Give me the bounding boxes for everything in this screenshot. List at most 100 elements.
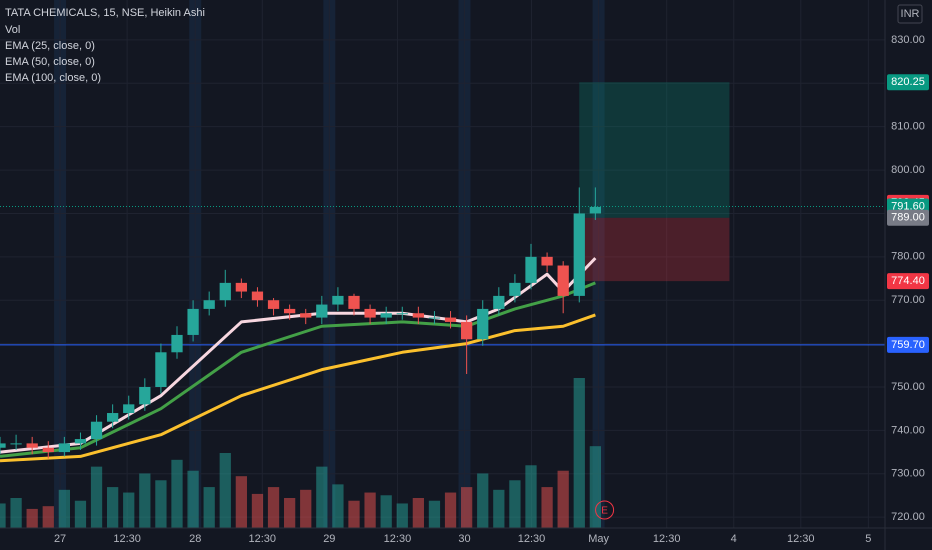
x-tick-label: 12:30: [113, 533, 141, 545]
candle-body: [348, 295, 360, 309]
currency[interactable]: INR: [901, 8, 920, 20]
price-label: 789.00: [891, 212, 925, 224]
x-tick-label: 12:30: [787, 533, 815, 545]
candle-body: [396, 313, 408, 315]
volume-bar: [107, 487, 119, 528]
volume-bar: [26, 508, 38, 528]
candle-body: [477, 308, 489, 340]
profit-zone[interactable]: [579, 82, 730, 218]
x-tick-label: 28: [189, 533, 201, 545]
price-label-box: [887, 336, 929, 353]
volume-bar: [90, 466, 103, 528]
volume-bar: [123, 492, 135, 528]
y-tick-label: 740.00: [891, 424, 925, 436]
candle-body: [284, 308, 296, 314]
earnings-marker[interactable]: E: [601, 506, 608, 517]
x-tick-label: 12:30: [384, 533, 412, 545]
volume-bar: [42, 506, 54, 528]
volume-bar: [428, 500, 441, 528]
candle-body: [412, 313, 424, 318]
indicator[interactable]: EMA (25, close, 0): [5, 40, 95, 52]
candle-body: [187, 308, 199, 335]
volume-bar: [332, 484, 344, 528]
x-tick-label: May: [588, 533, 609, 545]
candle-body: [203, 300, 215, 309]
volume-bar: [10, 498, 22, 528]
ema-line: [0, 313, 596, 463]
price-label-box: [887, 273, 929, 290]
x-tick-label: 12:30: [653, 533, 681, 545]
volume-bar: [316, 466, 328, 528]
y-tick-label: 780.00: [891, 251, 925, 263]
candle-body: [557, 265, 569, 296]
indicator[interactable]: EMA (50, close, 0): [5, 56, 95, 68]
volume-bar: [251, 493, 264, 528]
volume-bar: [235, 476, 247, 528]
x-tick-label: 29: [323, 533, 335, 545]
y-tick-label: 830.00: [891, 34, 925, 46]
ema-line: [0, 281, 596, 458]
volume-bar: [461, 487, 473, 528]
y-tick-label: 800.00: [891, 164, 925, 176]
price-label-box: [887, 74, 929, 91]
volume-bar: [139, 473, 151, 528]
candle-body: [155, 352, 167, 387]
volume-bar: [396, 503, 408, 528]
candle-body: [171, 334, 183, 353]
candle-body: [525, 256, 537, 283]
y-tick-label: 750.00: [891, 381, 925, 393]
volume-bar: [525, 465, 537, 528]
axes: 720.00730.00740.00750.00760.00770.00780.…: [54, 34, 929, 545]
volume-bar: [219, 453, 231, 528]
volume-bar: [284, 498, 296, 528]
volume-bar: [0, 503, 6, 528]
x-tick-label: 5: [865, 533, 871, 545]
candle-body: [58, 443, 70, 453]
candle-body: [90, 421, 103, 440]
volume-bar: [493, 489, 505, 528]
candle-body: [267, 300, 280, 309]
loss-zone[interactable]: [579, 217, 730, 282]
candle-body: [541, 256, 553, 266]
candle-body: [428, 317, 441, 319]
volume-bar: [509, 480, 521, 528]
candle-body: [74, 439, 87, 444]
volume-bar: [589, 446, 601, 528]
legend: TATA CHEMICALS, 15, NSE, Heikin Ashi Vol…: [5, 7, 205, 84]
candle-body: [364, 308, 376, 318]
price-label: 820.25: [891, 76, 925, 88]
y-tick-label: 730.00: [891, 468, 925, 480]
x-tick-label: 12:30: [249, 533, 277, 545]
candle-body: [461, 321, 473, 340]
candle-body: [444, 317, 457, 322]
y-tick-label: 810.00: [891, 121, 925, 133]
candle-body: [509, 282, 521, 296]
candle-body: [219, 282, 231, 301]
candle-body: [493, 295, 505, 309]
currency-box[interactable]: [897, 4, 923, 24]
candle-body: [0, 443, 6, 448]
volume-bar: [267, 487, 280, 528]
volume-bar: [348, 500, 360, 528]
chart-title: TATA CHEMICALS, 15, NSE, Heikin Ashi: [5, 7, 205, 19]
price-label: 759.70: [891, 339, 925, 351]
x-tick-label: 12:30: [518, 533, 546, 545]
volume-bar: [203, 487, 215, 528]
candle-body: [332, 295, 344, 305]
candle-body: [300, 313, 312, 318]
candle-body: [380, 313, 392, 318]
volume-bar: [557, 470, 569, 528]
volume-bar: [364, 492, 376, 528]
candle-body: [139, 386, 151, 405]
volume-bar: [300, 489, 312, 528]
indicator[interactable]: Vol: [5, 24, 20, 36]
candle-body: [589, 206, 601, 214]
earnings-circle[interactable]: [595, 500, 615, 520]
volume-bar: [444, 492, 457, 528]
indicator[interactable]: EMA (100, close, 0): [5, 72, 101, 84]
plot-area: E: [0, 82, 885, 528]
volume-bar: [187, 470, 199, 528]
price-label-box: [887, 209, 929, 226]
